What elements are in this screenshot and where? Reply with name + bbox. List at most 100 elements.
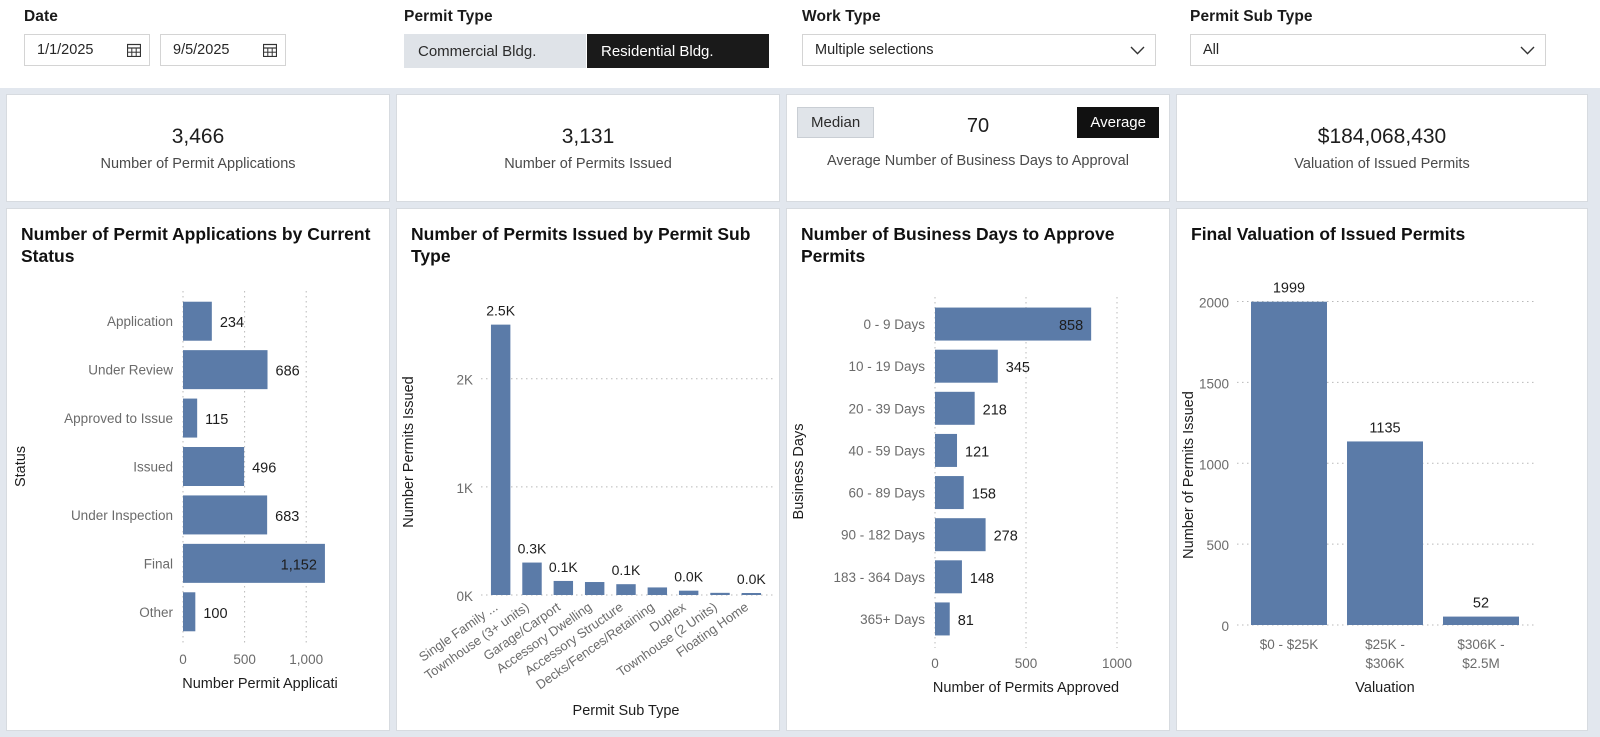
- date-end-value: 9/5/2025: [173, 42, 230, 58]
- svg-text:183 - 364 Days: 183 - 364 Days: [833, 570, 925, 585]
- svg-text:0.0K: 0.0K: [674, 569, 703, 585]
- bar-chart-horizontal: Application 234 Under Review 686 Approved to…: [13, 291, 338, 692]
- svg-text:20 - 39 Days: 20 - 39 Days: [848, 402, 925, 417]
- svg-text:0.3K: 0.3K: [518, 541, 547, 557]
- svg-text:10 - 19 Days: 10 - 19 Days: [848, 360, 925, 375]
- svg-text:365+ Days: 365+ Days: [860, 612, 925, 627]
- svg-text:0.1K: 0.1K: [612, 563, 641, 579]
- svg-text:$0 - $25K: $0 - $25K: [1260, 637, 1319, 652]
- svg-text:40 - 59 Days: 40 - 59 Days: [848, 444, 925, 459]
- svg-text:Number of Permits Approved: Number of Permits Approved: [933, 680, 1119, 696]
- chart-plot-applications-by-status[interactable]: Application 234 Under Review 686 Approved to…: [7, 267, 389, 722]
- bar-chart-horizontal: 0 - 9 Days 858 10 - 19 Days 345 20 - 39 Days…: [791, 297, 1132, 696]
- svg-text:121: 121: [965, 445, 989, 461]
- kpi-caption: Average Number of Business Days to Appro…: [827, 153, 1129, 169]
- svg-text:Under Review: Under Review: [88, 363, 173, 378]
- svg-text:683: 683: [275, 509, 299, 525]
- svg-text:0: 0: [1221, 619, 1229, 634]
- svg-text:$306K: $306K: [1365, 656, 1404, 671]
- permit-sub-type-filter-label: Permit Sub Type: [1190, 8, 1313, 25]
- svg-text:158: 158: [972, 487, 996, 503]
- svg-text:Valuation: Valuation: [1355, 680, 1414, 696]
- svg-text:496: 496: [252, 461, 276, 477]
- work-type-filter-label: Work Type: [802, 8, 881, 25]
- dashboard-canvas: 3,466 Number of Permit Applications 3,13…: [0, 88, 1600, 737]
- svg-text:148: 148: [970, 571, 994, 587]
- svg-text:Approved to Issue: Approved to Issue: [64, 412, 173, 427]
- svg-text:Permit Sub Type: Permit Sub Type: [573, 703, 680, 719]
- svg-text:345: 345: [1006, 361, 1030, 377]
- calendar-icon[interactable]: [263, 43, 277, 57]
- svg-text:Application: Application: [107, 315, 173, 330]
- work-type-value: Multiple selections: [815, 42, 934, 58]
- calendar-icon[interactable]: [127, 43, 141, 57]
- average-toggle-button[interactable]: Average: [1077, 107, 1159, 138]
- svg-text:1000: 1000: [1102, 656, 1132, 671]
- svg-text:500: 500: [233, 652, 256, 667]
- svg-text:$306K -: $306K -: [1457, 637, 1504, 652]
- svg-text:2K: 2K: [456, 373, 473, 388]
- permit-sub-type-filter-group: Permit Sub Type All: [1190, 8, 1546, 66]
- svg-text:52: 52: [1473, 596, 1489, 612]
- kpi-caption: Valuation of Issued Permits: [1294, 155, 1470, 172]
- svg-text:0K: 0K: [456, 589, 473, 604]
- svg-text:1,152: 1,152: [281, 558, 317, 574]
- chart-title: Number of Business Days to Approve Permi…: [801, 224, 1115, 267]
- svg-text:2.5K: 2.5K: [486, 303, 515, 319]
- kpi-caption: Number of Permits Issued: [504, 155, 672, 172]
- svg-text:858: 858: [1059, 319, 1083, 335]
- work-type-filter-group: Work Type Multiple selections: [802, 8, 1156, 66]
- kpi-card-issued: 3,131 Number of Permits Issued: [396, 94, 780, 202]
- chevron-down-icon[interactable]: [1520, 46, 1535, 55]
- permit-sub-type-value: All: [1203, 42, 1220, 58]
- svg-text:Final: Final: [144, 557, 173, 572]
- svg-text:0: 0: [179, 652, 187, 667]
- svg-text:0: 0: [931, 656, 939, 671]
- svg-text:Number of Permits Issued: Number of Permits Issued: [1181, 391, 1197, 559]
- date-start-value: 1/1/2025: [37, 42, 94, 58]
- date-start-input[interactable]: 1/1/2025: [24, 34, 150, 66]
- svg-text:$2.5M: $2.5M: [1462, 656, 1500, 671]
- permit-sub-type-select[interactable]: All: [1190, 34, 1546, 66]
- svg-text:Number Permit Applicati: Number Permit Applicati: [182, 676, 338, 692]
- svg-text:278: 278: [994, 529, 1018, 545]
- permit-type-toggle-group: Commercial Bldg. Residential Bldg.: [404, 34, 769, 68]
- date-end-input[interactable]: 9/5/2025: [160, 34, 286, 66]
- svg-text:1K: 1K: [456, 481, 473, 496]
- svg-text:90 - 182 Days: 90 - 182 Days: [841, 528, 925, 543]
- svg-text:0.1K: 0.1K: [549, 559, 578, 575]
- svg-text:500: 500: [1206, 538, 1229, 553]
- median-toggle-button[interactable]: Median: [797, 107, 875, 138]
- svg-text:1,000: 1,000: [289, 652, 323, 667]
- kpi-caption: Number of Permit Applications: [100, 155, 296, 172]
- svg-text:81: 81: [958, 613, 974, 629]
- svg-text:Other: Other: [139, 605, 173, 620]
- bar-chart-vertical: 0 500 1000 1500 2000 1999 $0 - $25K 1135 $25K - $…: [1181, 281, 1535, 696]
- svg-text:234: 234: [220, 316, 244, 332]
- svg-text:Under Inspection: Under Inspection: [71, 508, 173, 523]
- chevron-down-icon[interactable]: [1130, 46, 1145, 55]
- kpi-card-approval-days: Median Average 70 Average Number of Busi…: [786, 94, 1170, 202]
- kpi-card-valuation: $184,068,430 Valuation of Issued Permits: [1176, 94, 1588, 202]
- svg-text:100: 100: [203, 606, 227, 622]
- svg-text:1999: 1999: [1273, 281, 1305, 297]
- work-type-select[interactable]: Multiple selections: [802, 34, 1156, 66]
- kpi-value: 3,131: [561, 124, 615, 148]
- chart-plot-issued-by-subtype[interactable]: 0K 1K 2K 2.5K Single Family ... 0.3K Townhouse…: [397, 267, 779, 722]
- date-range-inputs: 1/1/2025 9/5/2025: [24, 34, 286, 66]
- chart-plot-final-valuation[interactable]: 0 500 1000 1500 2000 1999 $0 - $25K 1135 $25K - $…: [1177, 245, 1587, 700]
- permit-type-filter-group: Permit Type Commercial Bldg. Residential…: [404, 8, 769, 68]
- svg-text:115: 115: [205, 413, 228, 429]
- chart-plot-business-days[interactable]: 0 - 9 Days 858 10 - 19 Days 345 20 - 39 Days…: [787, 267, 1169, 722]
- kpi-value: 70: [966, 115, 990, 137]
- permit-type-option-residential[interactable]: Residential Bldg.: [587, 34, 769, 68]
- chart-title: Final Valuation of Issued Permits: [1191, 224, 1466, 244]
- svg-text:686: 686: [276, 364, 300, 380]
- chart-card-final-valuation: Final Valuation of Issued Permits 0 500 10…: [1176, 208, 1588, 731]
- svg-text:2000: 2000: [1199, 296, 1229, 311]
- svg-text:Number Permits Issued: Number Permits Issued: [401, 377, 417, 529]
- permit-type-option-commercial[interactable]: Commercial Bldg.: [404, 34, 586, 68]
- kpi-card-applications: 3,466 Number of Permit Applications: [6, 94, 390, 202]
- chart-card-business-days: Number of Business Days to Approve Permi…: [786, 208, 1170, 731]
